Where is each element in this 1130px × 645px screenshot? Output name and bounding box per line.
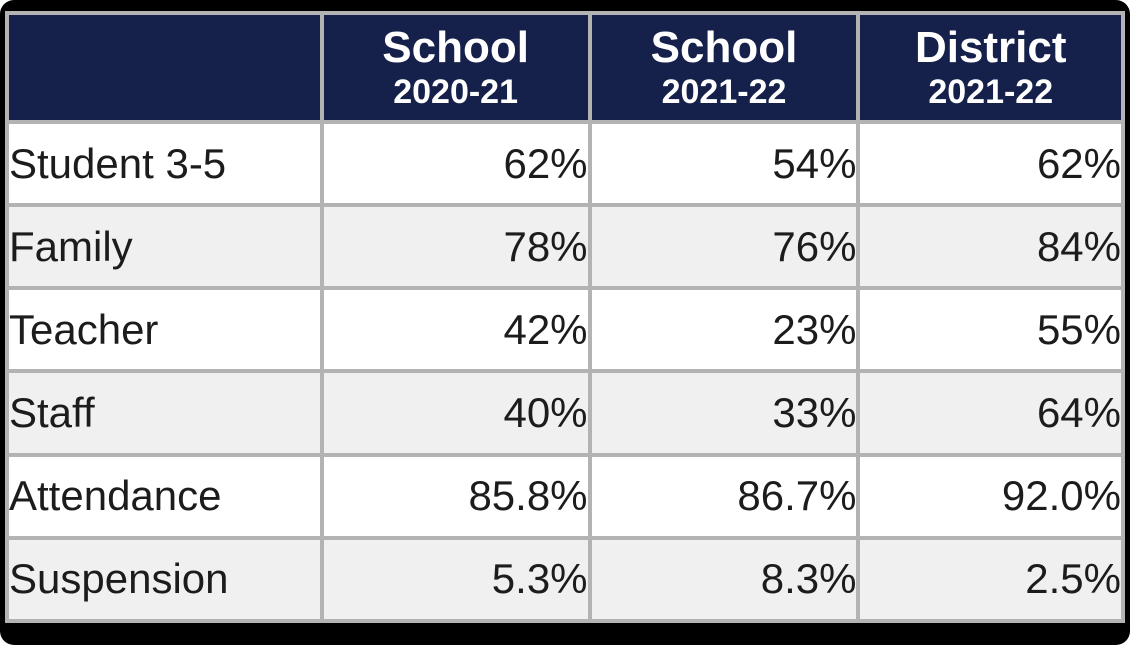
value-cell: 5.3%	[319, 535, 592, 624]
row-label: Attendance	[5, 452, 324, 540]
header-title: School	[382, 22, 529, 72]
table-row-attendance: Attendance 85.8% 86.7% 92.0%	[5, 452, 1125, 540]
value-cell: 33%	[587, 369, 861, 457]
table-row-family: Family 78% 76% 84%	[5, 203, 1125, 291]
value-cell: 64%	[856, 369, 1125, 457]
row-label: Teacher	[5, 286, 324, 374]
header-cell-school-2021-22: School 2021-22	[587, 11, 861, 124]
table-row-student-3-5: Student 3-5 62% 54% 62%	[5, 119, 1125, 208]
row-label: Staff	[5, 369, 324, 457]
header-cell-school-2020-21: School 2020-21	[319, 11, 592, 124]
table-body: Student 3-5 62% 54% 62% Family 78% 76% 8…	[5, 119, 1125, 624]
header-subtitle: 2021-22	[661, 73, 787, 112]
value-cell: 42%	[319, 286, 592, 374]
value-cell: 84%	[856, 203, 1125, 291]
row-label: Suspension	[5, 535, 324, 624]
header-title: School	[650, 22, 798, 72]
value-cell: 8.3%	[587, 535, 861, 624]
header-subtitle: 2020-21	[393, 73, 518, 112]
value-cell: 40%	[319, 369, 592, 457]
header-cell-empty	[5, 11, 324, 124]
value-cell: 86.7%	[587, 452, 861, 540]
value-cell: 62%	[856, 119, 1125, 208]
value-cell: 2.5%	[856, 535, 1125, 624]
value-cell: 23%	[587, 286, 861, 374]
table-row-suspension: Suspension 5.3% 8.3% 2.5%	[5, 535, 1125, 624]
value-cell: 54%	[587, 119, 861, 208]
header-title: District	[914, 22, 1067, 72]
header-cell-district-2021-22: District 2021-22	[856, 11, 1125, 124]
value-cell: 92.0%	[856, 452, 1125, 540]
school-district-stats-table: School 2020-21 School 2021-22 District 2…	[5, 11, 1125, 624]
header-row: School 2020-21 School 2021-22 District 2…	[5, 11, 1125, 124]
row-label: Student 3-5	[5, 119, 324, 208]
row-label: Family	[5, 203, 324, 291]
value-cell: 62%	[319, 119, 592, 208]
value-cell: 55%	[856, 286, 1125, 374]
table-row-staff: Staff 40% 33% 64%	[5, 369, 1125, 457]
table-row-teacher: Teacher 42% 23% 55%	[5, 286, 1125, 374]
value-cell: 85.8%	[319, 452, 592, 540]
value-cell: 78%	[319, 203, 592, 291]
value-cell: 76%	[587, 203, 861, 291]
table-header: School 2020-21 School 2021-22 District 2…	[5, 11, 1125, 124]
header-subtitle: 2021-22	[928, 73, 1054, 112]
